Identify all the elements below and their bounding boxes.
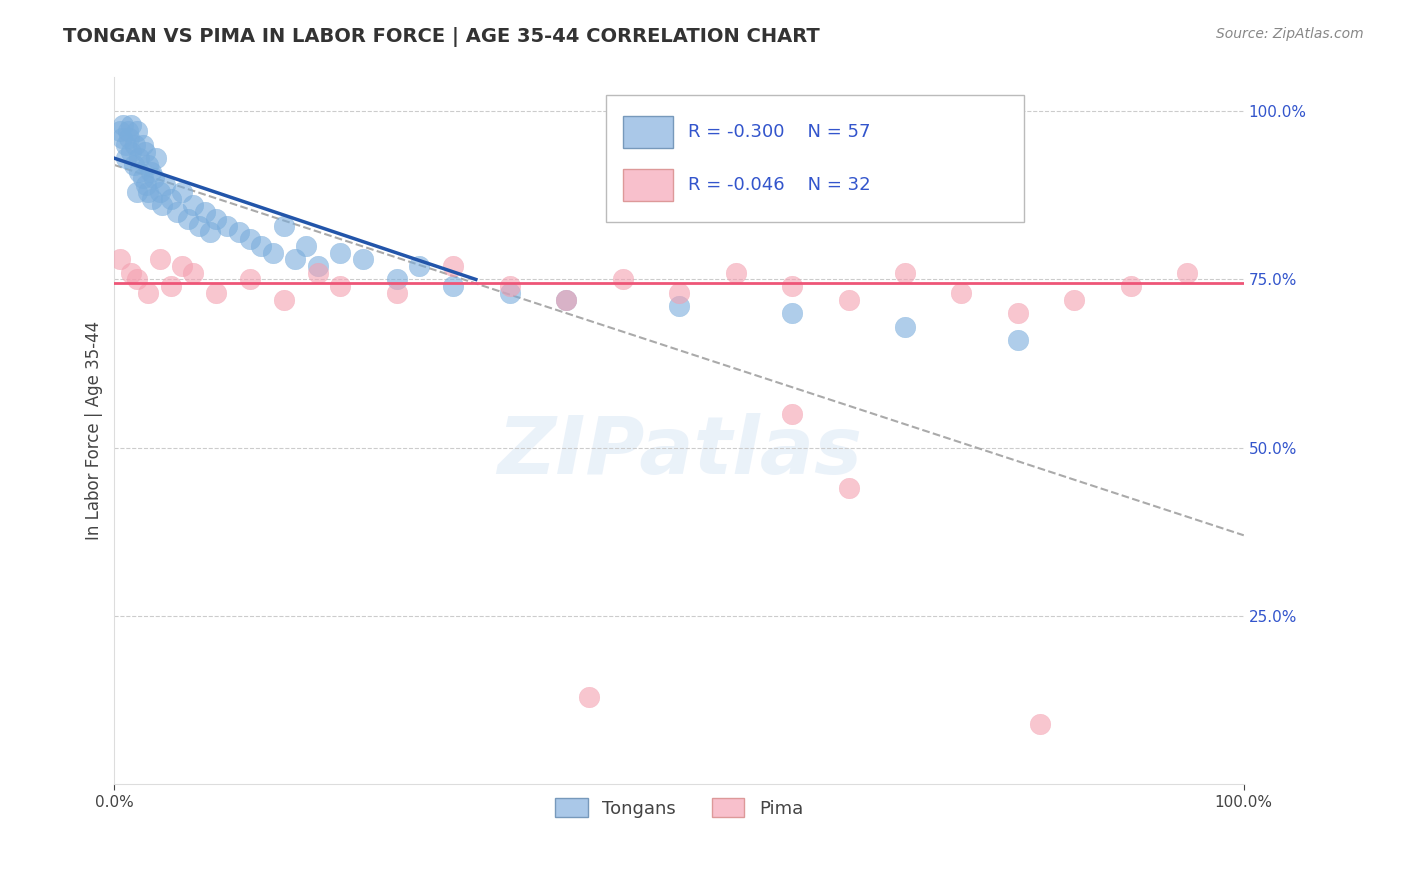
Point bbox=[307, 259, 329, 273]
Point bbox=[136, 185, 159, 199]
Point bbox=[125, 124, 148, 138]
Point bbox=[239, 272, 262, 286]
Point bbox=[894, 266, 917, 280]
Point bbox=[329, 245, 352, 260]
Point bbox=[114, 137, 136, 152]
Point bbox=[183, 266, 205, 280]
Point bbox=[134, 145, 156, 159]
Point bbox=[136, 158, 159, 172]
Point bbox=[145, 151, 167, 165]
Point bbox=[1007, 306, 1029, 320]
Point bbox=[329, 279, 352, 293]
Point bbox=[499, 285, 522, 300]
Point bbox=[295, 239, 318, 253]
Point bbox=[128, 151, 150, 165]
Point bbox=[894, 319, 917, 334]
Point bbox=[135, 178, 157, 193]
Point bbox=[668, 285, 690, 300]
Point bbox=[128, 164, 150, 178]
Point bbox=[724, 266, 747, 280]
Point bbox=[837, 293, 859, 307]
Point bbox=[160, 192, 183, 206]
Text: R = -0.300    N = 57: R = -0.300 N = 57 bbox=[688, 123, 870, 141]
Point bbox=[200, 225, 222, 239]
Point bbox=[194, 205, 217, 219]
Point bbox=[262, 245, 284, 260]
Point bbox=[205, 211, 228, 226]
Point bbox=[780, 279, 803, 293]
Point bbox=[1175, 266, 1198, 280]
Point bbox=[352, 252, 374, 267]
Point bbox=[131, 171, 153, 186]
Point bbox=[112, 118, 135, 132]
Point bbox=[408, 259, 430, 273]
Point bbox=[273, 293, 295, 307]
Point bbox=[172, 185, 194, 199]
Point bbox=[131, 137, 153, 152]
Point bbox=[108, 124, 131, 138]
Legend: Tongans, Pima: Tongans, Pima bbox=[548, 791, 810, 825]
Point bbox=[125, 272, 148, 286]
Point bbox=[141, 192, 163, 206]
Point bbox=[217, 219, 239, 233]
Point bbox=[612, 272, 634, 286]
Point bbox=[150, 198, 173, 212]
Point bbox=[250, 239, 273, 253]
Point bbox=[1007, 333, 1029, 347]
Point bbox=[111, 131, 134, 145]
Point bbox=[160, 279, 183, 293]
Point bbox=[120, 118, 142, 132]
Point bbox=[117, 124, 139, 138]
Point bbox=[1119, 279, 1142, 293]
Point bbox=[668, 299, 690, 313]
Point bbox=[837, 481, 859, 495]
Point bbox=[120, 266, 142, 280]
Point bbox=[149, 252, 172, 267]
Point bbox=[124, 137, 146, 152]
Point bbox=[499, 279, 522, 293]
Point bbox=[108, 252, 131, 267]
Point bbox=[122, 158, 145, 172]
Point bbox=[139, 164, 162, 178]
Point bbox=[284, 252, 307, 267]
Point bbox=[555, 293, 578, 307]
Point bbox=[183, 198, 205, 212]
Point bbox=[172, 259, 194, 273]
Point bbox=[177, 211, 200, 226]
Point bbox=[441, 279, 464, 293]
Point bbox=[114, 151, 136, 165]
Point bbox=[950, 285, 973, 300]
Text: TONGAN VS PIMA IN LABOR FORCE | AGE 35-44 CORRELATION CHART: TONGAN VS PIMA IN LABOR FORCE | AGE 35-4… bbox=[63, 27, 820, 46]
Point bbox=[555, 293, 578, 307]
Point bbox=[385, 285, 408, 300]
Point bbox=[273, 219, 295, 233]
Point bbox=[136, 285, 159, 300]
Point bbox=[228, 225, 250, 239]
Point bbox=[1029, 716, 1052, 731]
Point bbox=[120, 145, 142, 159]
Point bbox=[166, 205, 188, 219]
Y-axis label: In Labor Force | Age 35-44: In Labor Force | Age 35-44 bbox=[86, 321, 103, 541]
Text: ZIPatlas: ZIPatlas bbox=[496, 413, 862, 491]
Point bbox=[441, 259, 464, 273]
Point bbox=[307, 266, 329, 280]
FancyBboxPatch shape bbox=[606, 95, 1024, 222]
Point bbox=[149, 185, 172, 199]
Point bbox=[1063, 293, 1085, 307]
FancyBboxPatch shape bbox=[623, 169, 673, 202]
Point bbox=[155, 178, 177, 193]
Point bbox=[118, 131, 141, 145]
Point bbox=[239, 232, 262, 246]
Text: Source: ZipAtlas.com: Source: ZipAtlas.com bbox=[1216, 27, 1364, 41]
Point bbox=[385, 272, 408, 286]
Text: R = -0.046    N = 32: R = -0.046 N = 32 bbox=[688, 176, 870, 194]
Point bbox=[578, 690, 600, 704]
Point bbox=[188, 219, 211, 233]
Point bbox=[780, 407, 803, 421]
Point bbox=[125, 185, 148, 199]
FancyBboxPatch shape bbox=[623, 116, 673, 148]
Point bbox=[142, 171, 165, 186]
Point bbox=[205, 285, 228, 300]
Point bbox=[780, 306, 803, 320]
